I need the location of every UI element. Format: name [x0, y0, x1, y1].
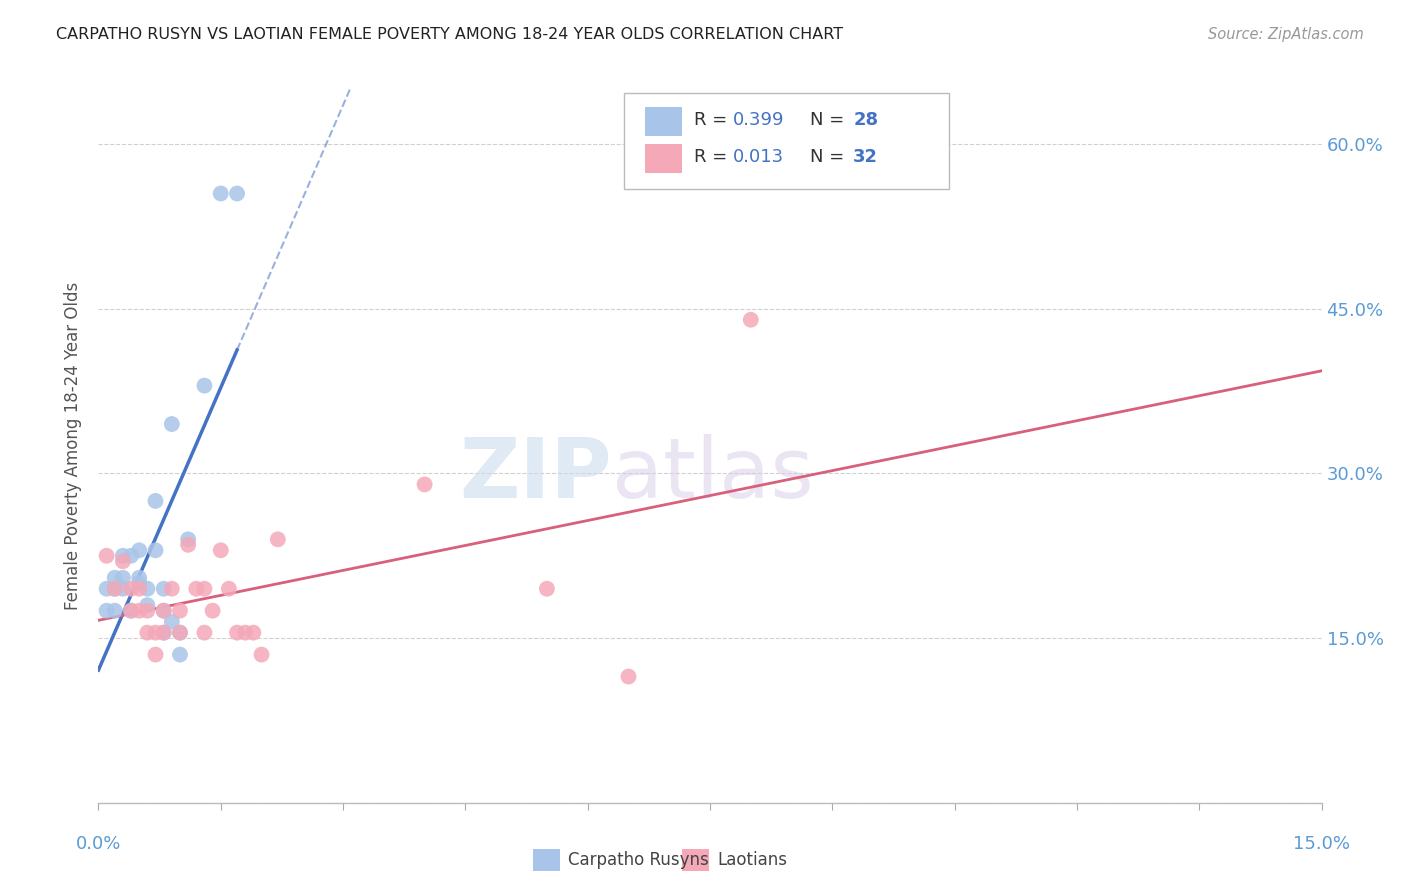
Point: [136, 625, 159, 640]
Point: [209, 186, 232, 201]
Point: [740, 312, 762, 326]
Point: [104, 582, 127, 596]
Point: [169, 625, 191, 640]
Point: [145, 625, 167, 640]
Point: [169, 604, 191, 618]
Text: 0.399: 0.399: [734, 111, 785, 128]
Point: [136, 582, 159, 596]
Text: N =: N =: [810, 111, 851, 128]
Point: [177, 538, 200, 552]
Point: [226, 625, 249, 640]
Point: [111, 554, 134, 568]
Point: [145, 543, 167, 558]
Point: [136, 598, 159, 612]
Point: [186, 582, 208, 596]
FancyBboxPatch shape: [682, 849, 709, 871]
Point: [193, 625, 215, 640]
Point: [160, 417, 183, 431]
Point: [128, 571, 150, 585]
Point: [111, 582, 134, 596]
FancyBboxPatch shape: [645, 145, 682, 173]
Point: [536, 582, 558, 596]
Point: [120, 604, 142, 618]
Point: [128, 543, 150, 558]
Y-axis label: Female Poverty Among 18-24 Year Olds: Female Poverty Among 18-24 Year Olds: [63, 282, 82, 610]
Point: [267, 533, 290, 547]
Point: [111, 571, 134, 585]
Point: [96, 582, 118, 596]
Text: 15.0%: 15.0%: [1294, 835, 1350, 853]
Text: atlas: atlas: [612, 434, 814, 515]
Point: [201, 604, 224, 618]
Text: 0.0%: 0.0%: [76, 835, 121, 853]
Text: 0.013: 0.013: [734, 148, 785, 166]
Point: [152, 604, 174, 618]
FancyBboxPatch shape: [624, 93, 949, 189]
Text: Laotians: Laotians: [717, 851, 787, 869]
Text: N =: N =: [810, 148, 851, 166]
FancyBboxPatch shape: [533, 849, 560, 871]
Text: R =: R =: [695, 148, 733, 166]
Point: [120, 604, 142, 618]
Point: [152, 604, 174, 618]
Point: [193, 378, 215, 392]
Text: 28: 28: [853, 111, 879, 128]
Text: Carpatho Rusyns: Carpatho Rusyns: [568, 851, 709, 869]
Point: [250, 648, 273, 662]
Point: [160, 615, 183, 629]
Point: [152, 625, 174, 640]
Point: [218, 582, 240, 596]
Point: [128, 604, 150, 618]
Point: [120, 549, 142, 563]
Point: [145, 648, 167, 662]
Point: [104, 582, 127, 596]
Point: [128, 582, 150, 596]
Point: [233, 625, 256, 640]
Text: ZIP: ZIP: [460, 434, 612, 515]
Point: [96, 604, 118, 618]
Point: [617, 669, 640, 683]
FancyBboxPatch shape: [645, 107, 682, 136]
Point: [177, 533, 200, 547]
Point: [128, 576, 150, 591]
Point: [104, 604, 127, 618]
Point: [169, 625, 191, 640]
Point: [120, 582, 142, 596]
Point: [226, 186, 249, 201]
Point: [169, 648, 191, 662]
Point: [242, 625, 264, 640]
Text: 32: 32: [853, 148, 879, 166]
Point: [111, 549, 134, 563]
Point: [413, 477, 436, 491]
Point: [152, 582, 174, 596]
Point: [209, 543, 232, 558]
Point: [160, 582, 183, 596]
Text: CARPATHO RUSYN VS LAOTIAN FEMALE POVERTY AMONG 18-24 YEAR OLDS CORRELATION CHART: CARPATHO RUSYN VS LAOTIAN FEMALE POVERTY…: [56, 27, 844, 42]
Point: [96, 549, 118, 563]
Point: [136, 604, 159, 618]
Point: [152, 625, 174, 640]
Text: R =: R =: [695, 111, 733, 128]
Point: [145, 494, 167, 508]
Point: [104, 571, 127, 585]
Text: Source: ZipAtlas.com: Source: ZipAtlas.com: [1208, 27, 1364, 42]
Point: [193, 582, 215, 596]
